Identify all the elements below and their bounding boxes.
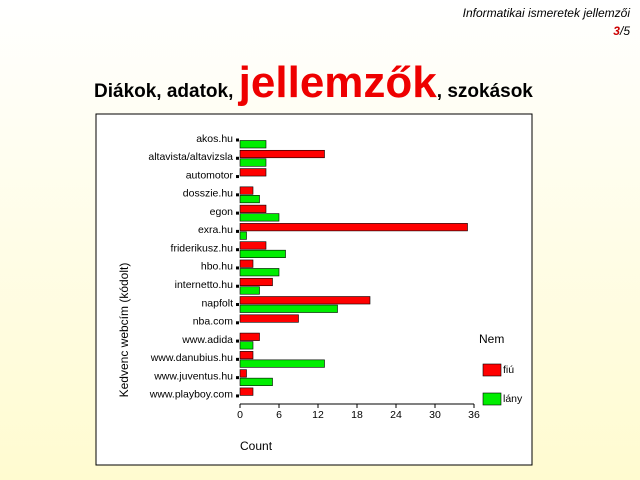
- y-tick: [236, 266, 239, 270]
- y-tick: [236, 175, 239, 179]
- y-tick-label: www.danubius.hu: [150, 352, 233, 364]
- x-tick-label: 36: [468, 409, 480, 421]
- bar: [239, 186, 254, 195]
- bar: [239, 149, 325, 159]
- y-tick: [236, 357, 239, 361]
- bar: [239, 286, 260, 295]
- y-tick-label: nba.com: [193, 316, 234, 328]
- y-tick-label: internetto.hu: [175, 279, 234, 291]
- y-tick-label: automotor: [186, 169, 234, 181]
- bar: [239, 213, 280, 222]
- legend-swatch: [482, 392, 502, 406]
- legend-label: lány: [503, 393, 523, 405]
- bar: [239, 277, 273, 287]
- header: Informatikai ismeretek jellemzői 3/5: [463, 4, 630, 40]
- y-tick-label: www.juventus.hu: [153, 370, 233, 382]
- y-tick: [236, 156, 239, 160]
- y-tick: [236, 248, 239, 252]
- bar: [239, 259, 254, 268]
- y-axis-label: Kedvenc webcím (kódolt): [117, 263, 131, 398]
- bar: [239, 158, 267, 167]
- bar: [239, 377, 273, 386]
- y-tick-label: napfolt: [201, 297, 233, 309]
- x-tick-label: 6: [276, 409, 282, 421]
- y-tick-label: akos.hu: [196, 133, 233, 145]
- x-tick-label: 30: [429, 409, 441, 421]
- bar: [239, 168, 267, 177]
- y-tick: [236, 138, 239, 142]
- legend-label: fiú: [503, 364, 514, 376]
- y-tick: [236, 321, 239, 325]
- y-tick-label: exra.hu: [198, 224, 233, 236]
- bar: [239, 195, 260, 204]
- bar: [239, 249, 286, 258]
- y-tick-label: hbo.hu: [201, 261, 233, 273]
- bar: [239, 296, 371, 305]
- title: Diákok, adatok, jellemzők , szokások: [94, 58, 533, 108]
- title-part: , szokások: [436, 81, 533, 102]
- bar: [239, 314, 299, 323]
- bar: [239, 140, 267, 149]
- y-tick: [236, 394, 239, 398]
- bar: [239, 351, 254, 360]
- title-part: Diákok, adatok,: [94, 81, 239, 102]
- x-tick-label: 18: [351, 409, 363, 421]
- x-axis-label: Count: [240, 439, 273, 453]
- page-total: /5: [619, 24, 630, 38]
- title-highlight: jellemzők: [238, 58, 437, 107]
- y-tick-label: www.playboy.com: [149, 389, 234, 401]
- y-tick-label: friderikusz.hu: [171, 242, 234, 254]
- y-tick: [236, 229, 239, 233]
- bar: [239, 341, 254, 350]
- y-tick: [236, 211, 239, 215]
- subject: Informatikai ismeretek jellemzői: [462, 6, 630, 20]
- legend-title: Nem: [479, 332, 504, 346]
- y-tick-label: dosszie.hu: [183, 188, 233, 200]
- bar: [239, 204, 267, 213]
- bar: [239, 369, 247, 378]
- y-tick: [236, 376, 239, 380]
- x-tick-label: 24: [390, 409, 402, 421]
- y-tick-label: egon: [210, 206, 234, 218]
- bar: [239, 332, 260, 341]
- y-tick: [236, 193, 239, 197]
- y-tick: [236, 284, 239, 288]
- bar: [239, 359, 325, 368]
- legend-swatch: [482, 363, 502, 377]
- y-tick-label: altavista/altavizsla: [148, 151, 233, 163]
- bar: [239, 231, 247, 240]
- y-tick-label: www.adida: [181, 334, 233, 346]
- y-tick: [236, 303, 239, 307]
- chart-frame: [95, 113, 533, 466]
- bar: [239, 241, 267, 250]
- bar: [239, 304, 338, 313]
- x-tick-label: 0: [237, 409, 243, 421]
- bar: [239, 387, 254, 396]
- bar: [239, 223, 468, 232]
- x-tick-label: 12: [312, 409, 324, 421]
- page-current: 3: [613, 24, 620, 38]
- bar: [239, 268, 280, 277]
- y-tick: [236, 339, 239, 343]
- page-number: 3/5: [463, 22, 630, 40]
